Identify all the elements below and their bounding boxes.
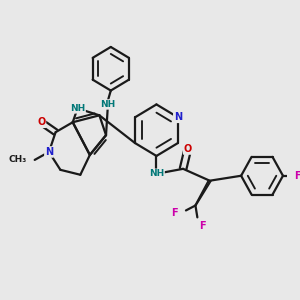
Text: N: N xyxy=(174,112,182,122)
Text: N: N xyxy=(45,147,53,157)
Text: F: F xyxy=(171,208,178,218)
Text: F: F xyxy=(199,221,206,231)
Text: NH: NH xyxy=(100,100,116,109)
Text: O: O xyxy=(37,117,46,127)
Text: F: F xyxy=(294,171,300,181)
Text: NH: NH xyxy=(70,104,85,113)
Text: NH: NH xyxy=(149,169,164,178)
Text: O: O xyxy=(184,144,192,154)
Text: CH₃: CH₃ xyxy=(9,155,27,164)
